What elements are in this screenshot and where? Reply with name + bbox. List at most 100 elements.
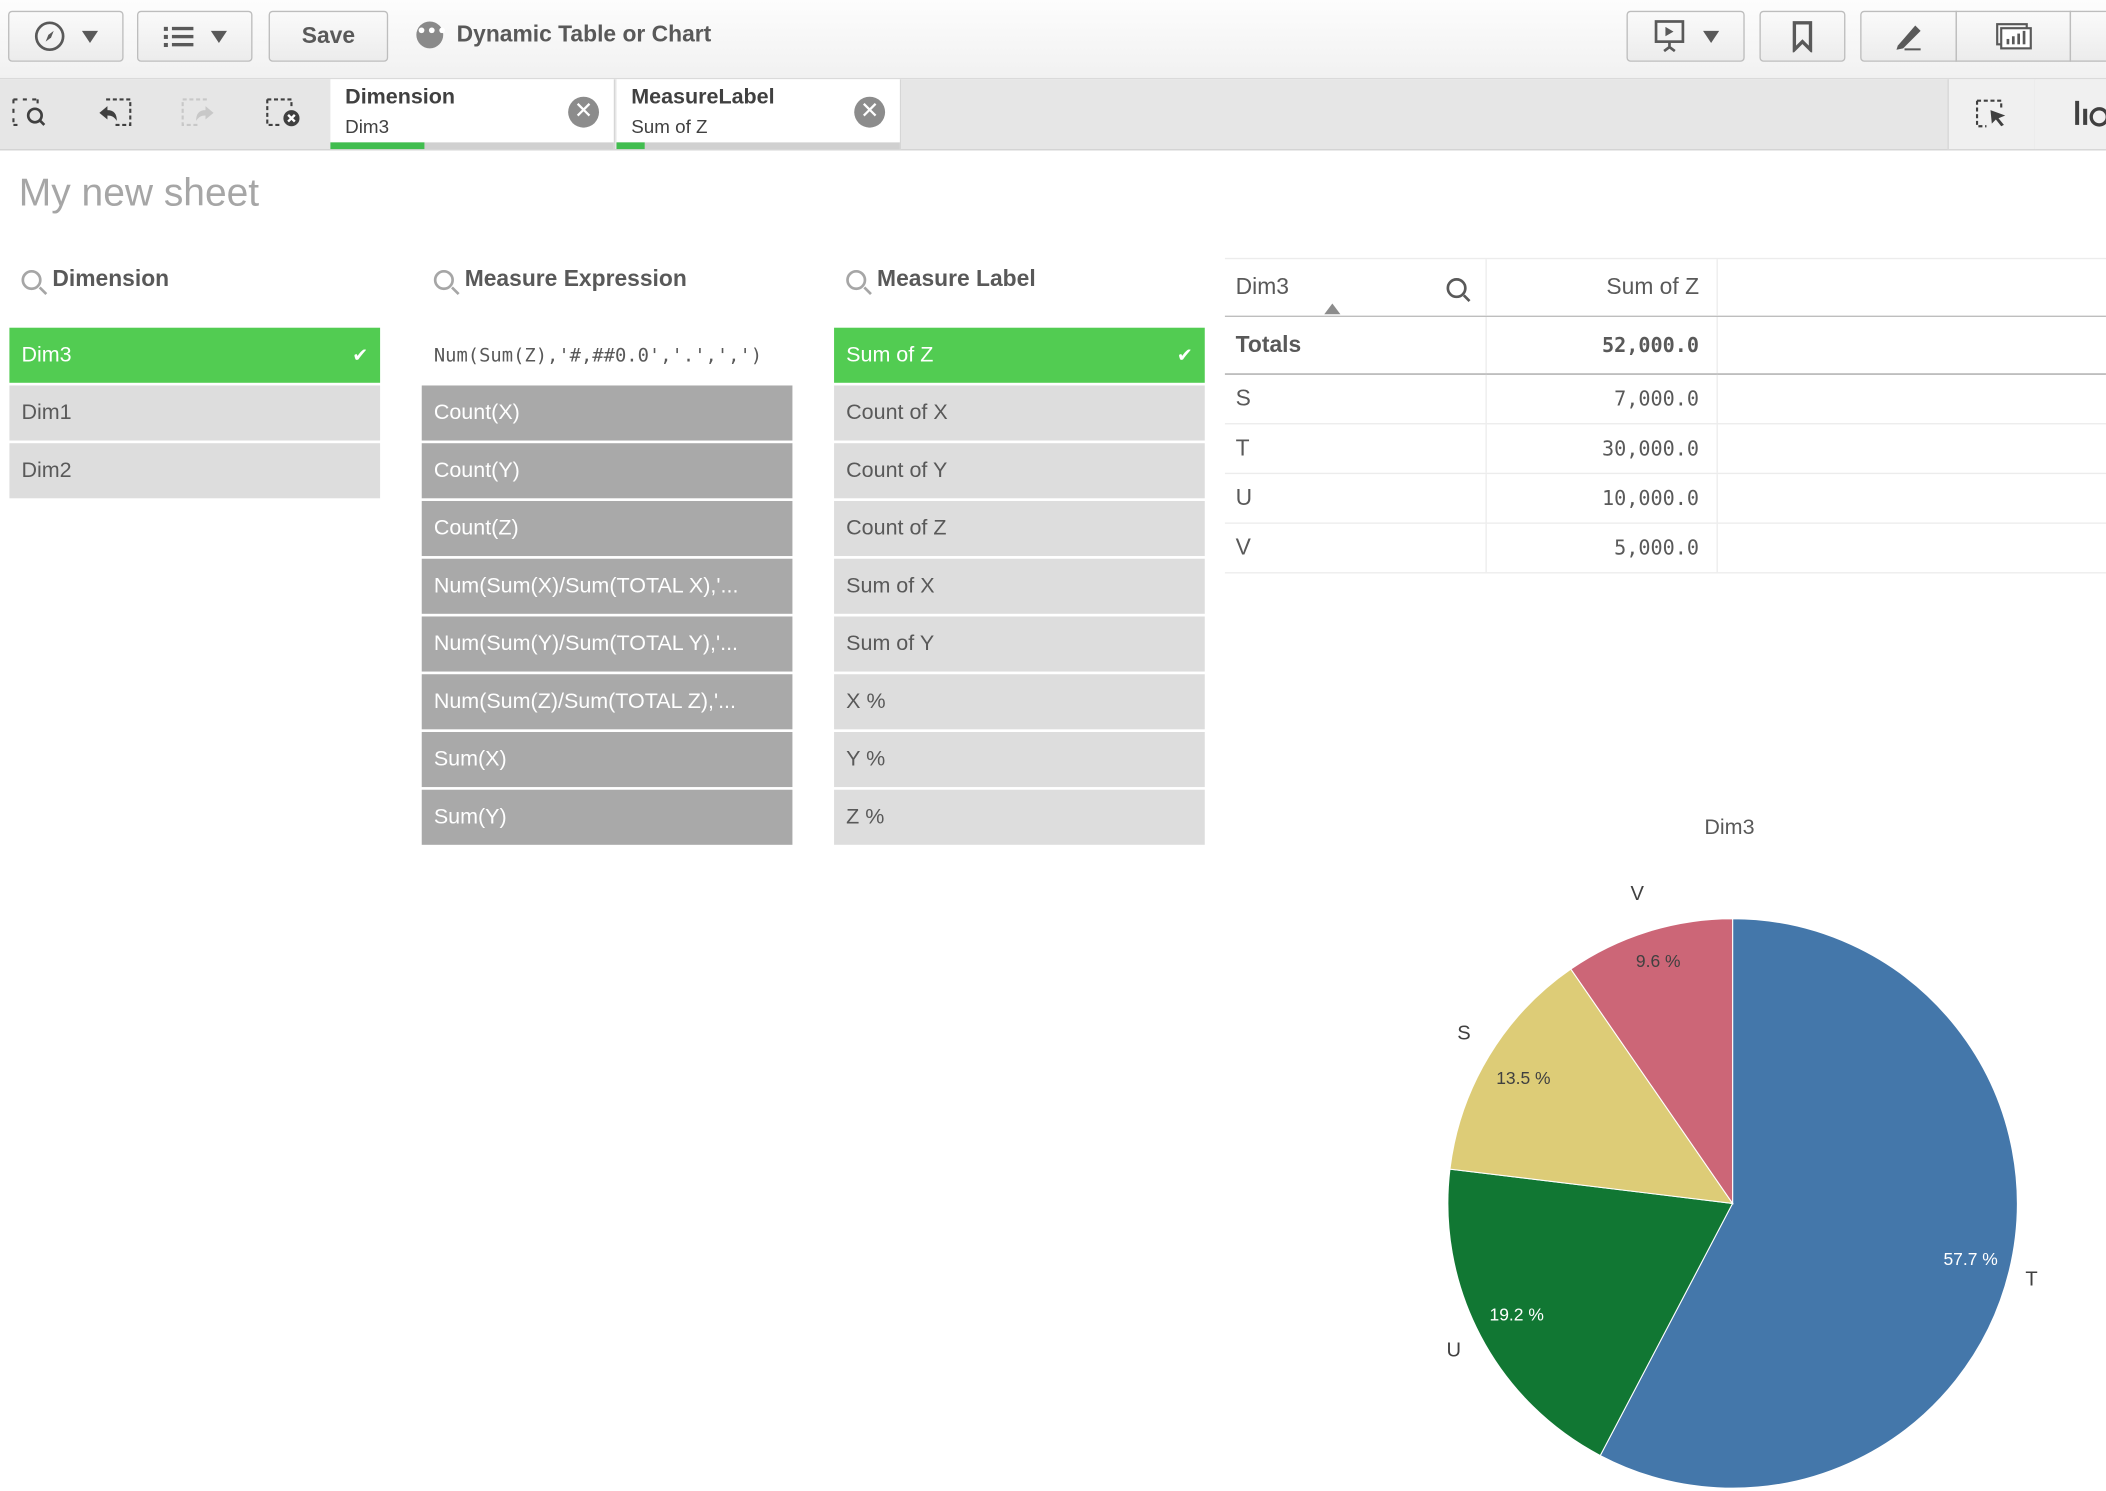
column-header-dim3[interactable]: Dim3 — [1225, 259, 1487, 316]
insights-button[interactable] — [1955, 10, 2072, 62]
clear-selection-icon[interactable]: ✕ — [854, 96, 886, 128]
dimension-pane-header[interactable]: Dimension — [21, 266, 169, 293]
clear-all-icon[interactable] — [266, 98, 301, 128]
list-item[interactable]: Dim1 — [9, 385, 381, 441]
table-row[interactable]: U 10,000.0 — [1224, 474, 2106, 524]
lines-icon — [2075, 100, 2106, 127]
chart-icon — [1996, 23, 2032, 50]
list-item[interactable]: Count of X — [834, 385, 1205, 441]
list-item[interactable]: Sum of Y — [834, 616, 1205, 672]
pie-slice-t[interactable] — [1599, 918, 2018, 1489]
list-item-label: Num(Sum(Z)/Sum(TOTAL Z),'... — [433, 689, 736, 713]
save-button[interactable]: Save — [268, 10, 389, 62]
step-back-icon[interactable] — [97, 98, 132, 128]
check-icon: ✔ — [352, 343, 369, 366]
totals-value: 52,000.0 — [1601, 333, 1700, 358]
list-item-label: Y % — [846, 747, 886, 771]
present-button[interactable] — [1626, 10, 1745, 62]
chart-title: Dim3 — [1704, 816, 1755, 840]
app-title[interactable]: ••• Dynamic Table or Chart — [416, 21, 712, 49]
table-row[interactable]: V 5,000.0 — [1224, 523, 2106, 574]
list-item-label: Count(X) — [433, 400, 520, 424]
smart-search-icon[interactable] — [12, 98, 47, 128]
table-row[interactable]: S 7,000.0 — [1224, 374, 2106, 425]
list-item[interactable]: Count(Y) — [421, 443, 793, 499]
list-item[interactable]: Count(X) — [421, 385, 793, 441]
column-header-sum-of-z[interactable]: Sum of Z — [1487, 259, 1718, 316]
list-item[interactable]: Count(Z) — [421, 500, 793, 557]
cell-dim3: V — [1235, 534, 1251, 561]
slice-label-v: V — [1630, 882, 1644, 906]
list-item-label: Dim3 — [21, 343, 72, 366]
pie-slice-s[interactable] — [1449, 968, 1734, 1205]
search-icon[interactable] — [21, 269, 42, 290]
pane-title: Measure Label — [877, 265, 1036, 292]
pencil-icon — [1896, 25, 1921, 51]
list-item[interactable]: Num(Sum(Z),'#,##0.0','.',',') — [421, 327, 793, 383]
slice-pct-s: 13.5 % — [1496, 1067, 1551, 1088]
list-item-label: Sum of Y — [846, 631, 935, 655]
selections-bar: Dimension Dim3 ✕ MeasureLabel Sum of Z ✕ — [0, 79, 2106, 151]
toolbar-overflow-button[interactable] — [2069, 10, 2106, 62]
cell-value: 7,000.0 — [1614, 386, 1700, 411]
cell-value: 10,000.0 — [1601, 486, 1700, 511]
selections-tool-icon — [1975, 99, 2006, 128]
list-item-label: Dim2 — [21, 458, 72, 482]
clear-selection-icon[interactable]: ✕ — [568, 96, 600, 128]
lines-button[interactable] — [2034, 79, 2106, 150]
global-menu-button[interactable] — [136, 10, 253, 62]
list-item[interactable]: Dim2 — [9, 443, 381, 499]
search-icon[interactable] — [1446, 277, 1467, 298]
measure-expression-pane-header[interactable]: Measure Expression — [433, 265, 687, 293]
list-item[interactable]: Z % — [834, 789, 1205, 845]
list-item[interactable]: X % — [834, 674, 1205, 730]
app-title-text: Dynamic Table or Chart — [456, 21, 712, 48]
list-item[interactable]: Sum of Z ✔ — [834, 327, 1205, 383]
list-item[interactable]: Sum(X) — [421, 731, 793, 788]
measure-label-list: Sum of Z ✔ Count of X Count of Y Count of… — [834, 327, 1205, 848]
measure-label-pane-header[interactable]: Measure Label — [846, 266, 1036, 293]
list-item-label: Num(Sum(X)/Sum(TOTAL X),'... — [433, 574, 739, 598]
list-item-label: Count(Z) — [433, 516, 519, 540]
chevron-down-icon — [1703, 30, 1720, 43]
step-forward-icon[interactable] — [181, 98, 216, 128]
list-item[interactable]: Count of Y — [834, 443, 1205, 499]
list-item-label: Sum of X — [846, 574, 935, 598]
slice-label-u: U — [1446, 1339, 1462, 1362]
edit-button[interactable] — [1860, 10, 1957, 62]
selection-tab-measurelabel[interactable]: MeasureLabel Sum of Z ✕ — [616, 79, 902, 150]
selection-state-bar — [330, 142, 614, 150]
slice-pct-v: 9.6 % — [1635, 950, 1681, 972]
selections-tool-button[interactable] — [1947, 79, 2037, 150]
list-item[interactable]: Count of Z — [834, 500, 1205, 557]
list-item[interactable]: Dim3 ✔ — [9, 327, 381, 383]
cell-dim3: T — [1235, 435, 1250, 461]
list-item[interactable]: Sum of X — [834, 558, 1205, 614]
list-item-label: Z % — [846, 805, 885, 829]
list-item[interactable]: Num(Sum(Z)/Sum(TOTAL Z),'... — [421, 674, 793, 730]
selection-tab-dimension[interactable]: Dimension Dim3 ✕ — [330, 79, 616, 150]
search-icon[interactable] — [846, 269, 867, 290]
list-item-label: Sum(X) — [433, 747, 507, 771]
bookmarks-button[interactable] — [1759, 10, 1846, 62]
list-item[interactable]: Sum(Y) — [421, 789, 793, 845]
pie-slice-v[interactable] — [1570, 918, 1734, 1206]
list-item[interactable]: Y % — [834, 731, 1205, 788]
list-item-label: Sum(Y) — [433, 805, 507, 829]
cell-dim3: S — [1235, 385, 1251, 411]
list-item[interactable]: Num(Sum(X)/Sum(TOTAL X),'... — [421, 558, 793, 614]
pie-chart[interactable] — [1437, 911, 2028, 1491]
slice-label-s: S — [1457, 1022, 1471, 1045]
search-icon[interactable] — [433, 269, 454, 290]
totals-label: Totals — [1235, 331, 1302, 358]
navigation-menu-button[interactable] — [8, 10, 124, 62]
slice-pct-u: 19.2 % — [1489, 1304, 1544, 1325]
table-row[interactable]: T 30,000.0 — [1224, 424, 2106, 475]
list-item[interactable]: Num(Sum(Y)/Sum(TOTAL Y),'... — [421, 616, 793, 672]
pie-slice-u[interactable] — [1447, 1168, 1734, 1457]
cell-value: 30,000.0 — [1601, 436, 1700, 461]
bookmark-icon — [1792, 21, 1813, 53]
top-toolbar: Save ••• Dynamic Table or Chart — [0, 0, 2106, 80]
pane-title: Measure Expression — [464, 265, 687, 292]
